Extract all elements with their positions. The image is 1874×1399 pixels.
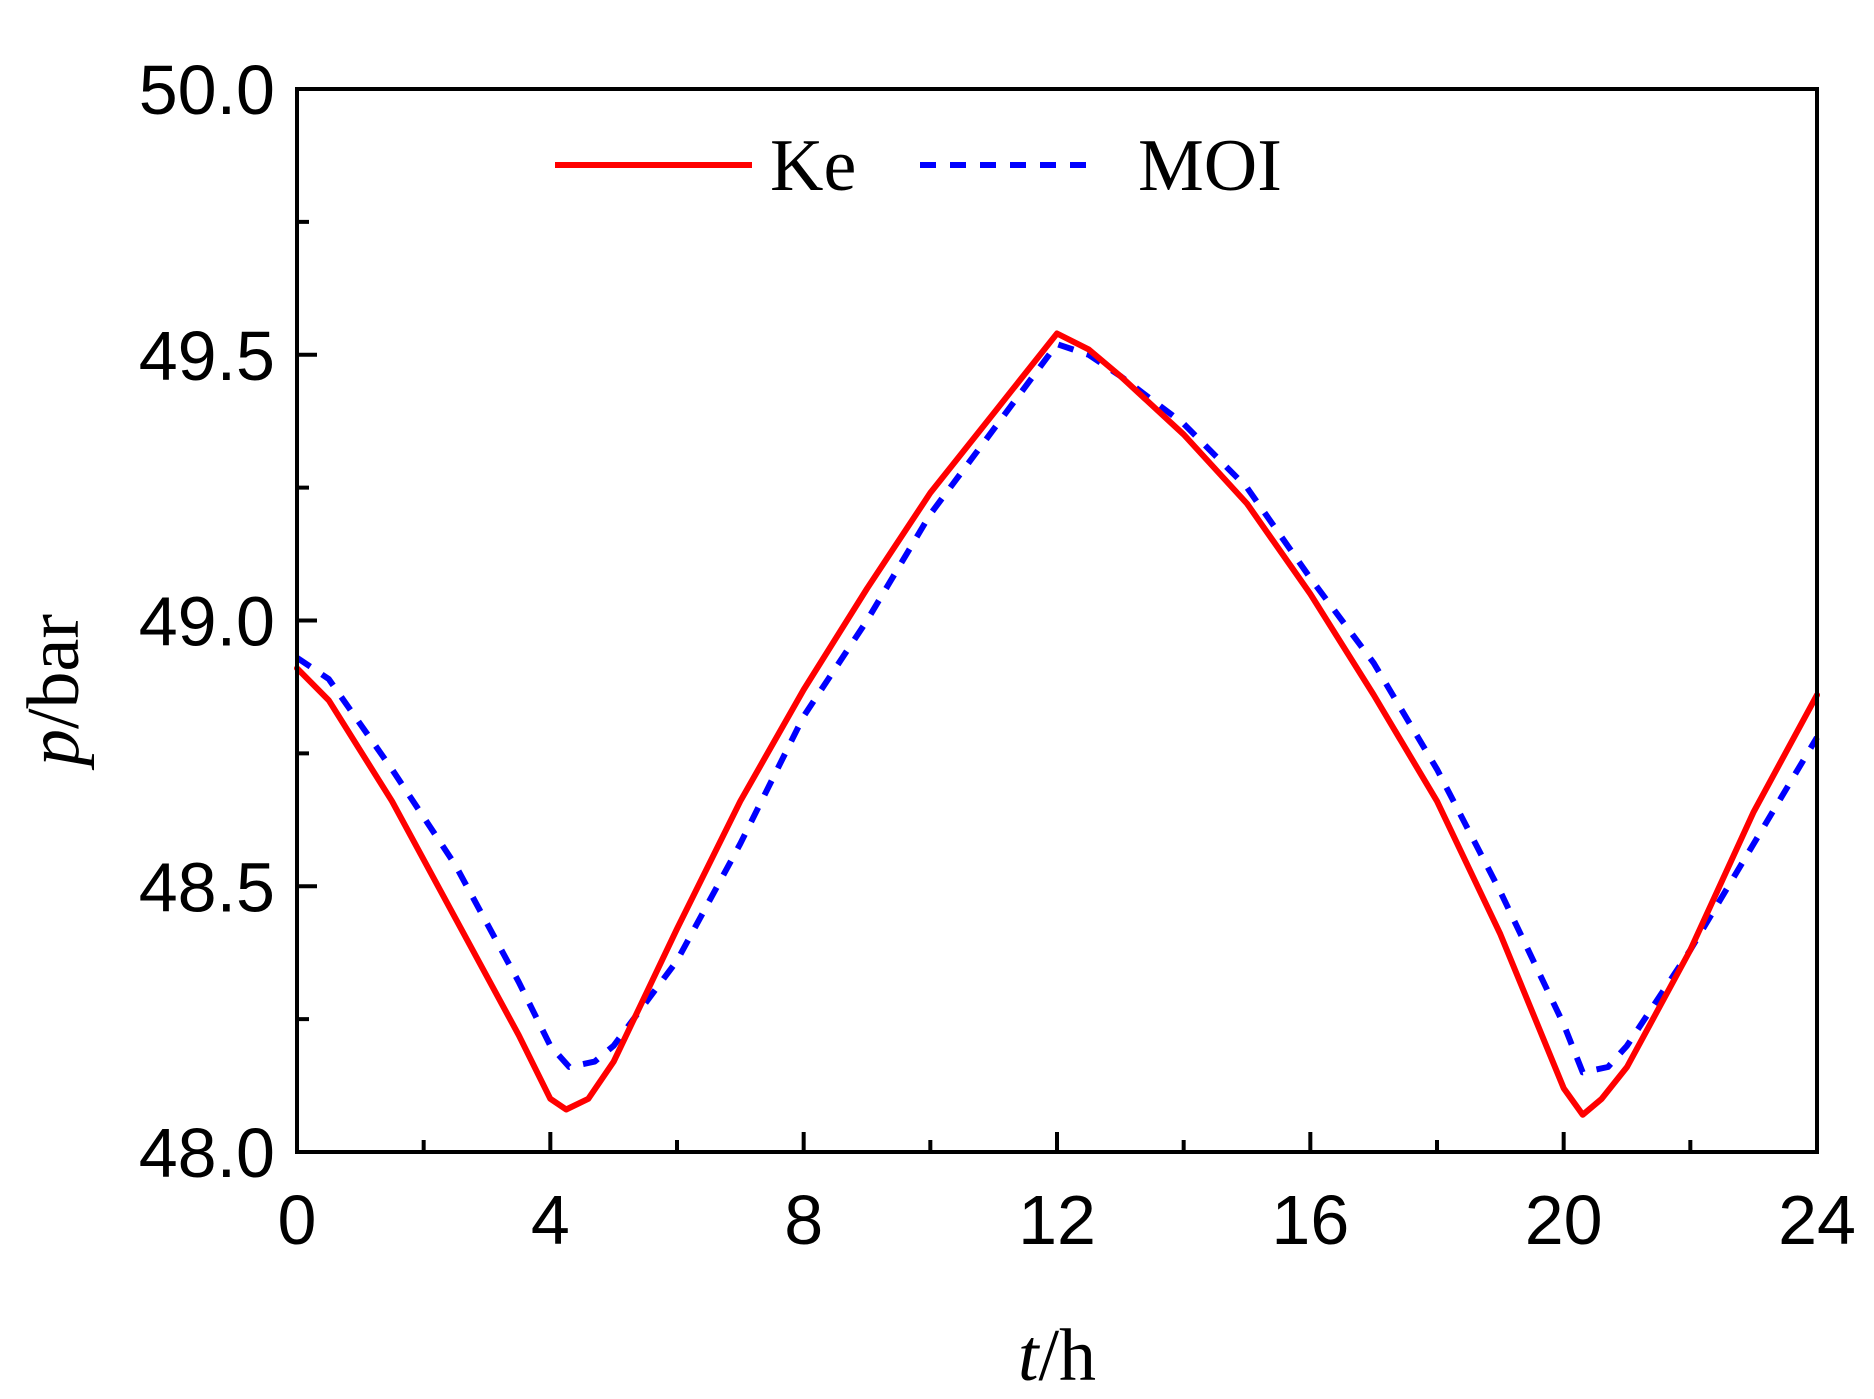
y-tick-label: 48.5 — [139, 848, 275, 926]
x-tick-label: 8 — [784, 1181, 823, 1259]
x-tick-label: 20 — [1525, 1181, 1603, 1259]
y-tick-label: 48.0 — [139, 1114, 275, 1192]
y-axis-title: p/bar — [13, 614, 95, 771]
legend-label-ke: Ke — [770, 125, 856, 207]
series-line-moi — [295, 341, 1820, 1076]
x-tick-label: 12 — [1018, 1181, 1096, 1259]
plot-frame — [295, 87, 1819, 1154]
x-tick-label: 4 — [531, 1181, 570, 1259]
x-axis-title: t/h — [1018, 1315, 1096, 1397]
y-tick-label: 50.0 — [139, 51, 275, 129]
y-tick-labels: 48.0 48.5 49.0 49.5 50.0 — [139, 51, 275, 1192]
y-tick-label: 49.5 — [139, 317, 275, 395]
x-tick-label: 0 — [278, 1181, 317, 1259]
series-line-ke — [294, 330, 1820, 1118]
y-tick-label: 49.0 — [139, 583, 275, 661]
legend-label-moi: MOI — [1138, 125, 1282, 207]
x-tick-label: 24 — [1778, 1181, 1856, 1259]
x-tick-label: 16 — [1271, 1181, 1349, 1259]
legend: Ke MOI — [555, 125, 1282, 207]
x-tick-labels: 0 4 8 12 16 20 24 — [278, 1181, 1856, 1259]
x-axis-unit: /h — [1039, 1315, 1097, 1397]
series-layer — [294, 330, 1820, 1118]
x-axis-var: t — [1018, 1315, 1041, 1397]
y-axis-var: p — [13, 729, 95, 771]
y-axis-unit: /bar — [13, 614, 95, 729]
